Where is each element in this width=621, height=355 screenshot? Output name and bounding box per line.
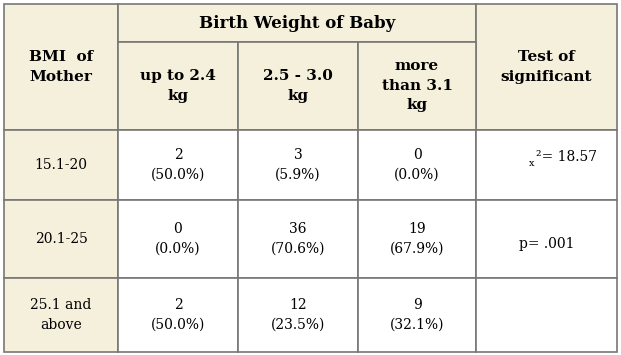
Bar <box>476 4 617 130</box>
Text: 9
(32.1%): 9 (32.1%) <box>390 298 444 332</box>
Text: up to 2.4
kg: up to 2.4 kg <box>140 69 216 103</box>
Bar <box>358 42 476 130</box>
Text: 12
(23.5%): 12 (23.5%) <box>271 298 325 332</box>
Bar <box>476 200 617 278</box>
Bar <box>118 4 476 42</box>
Text: Test of
significant: Test of significant <box>501 50 592 84</box>
Text: 25.1 and
above: 25.1 and above <box>30 298 92 332</box>
Text: 36
(70.6%): 36 (70.6%) <box>271 222 325 256</box>
Bar <box>238 130 358 200</box>
Text: BMI  of
Mother: BMI of Mother <box>29 50 93 84</box>
Text: more
than 3.1
kg: more than 3.1 kg <box>381 60 453 113</box>
Text: 15.1-20: 15.1-20 <box>35 158 88 172</box>
Bar <box>358 130 476 200</box>
Text: ²= 18.57: ²= 18.57 <box>537 150 597 164</box>
Text: 20.1-25: 20.1-25 <box>35 232 88 246</box>
Bar <box>358 278 476 352</box>
Bar <box>4 278 118 352</box>
Bar <box>118 278 238 352</box>
Bar <box>118 42 238 130</box>
Bar <box>238 200 358 278</box>
Bar <box>4 4 118 130</box>
Bar <box>238 42 358 130</box>
Bar <box>118 130 238 200</box>
Text: 2
(50.0%): 2 (50.0%) <box>151 298 205 332</box>
Bar <box>358 200 476 278</box>
Text: 0
(0.0%): 0 (0.0%) <box>155 222 201 256</box>
Bar <box>118 200 238 278</box>
Text: x: x <box>528 159 534 169</box>
Text: 3
(5.9%): 3 (5.9%) <box>275 148 321 182</box>
Bar <box>476 278 617 352</box>
Text: 2.5 - 3.0
kg: 2.5 - 3.0 kg <box>263 69 333 103</box>
Text: 2
(50.0%): 2 (50.0%) <box>151 148 205 182</box>
Bar <box>4 130 118 200</box>
Text: 0
(0.0%): 0 (0.0%) <box>394 148 440 182</box>
Bar <box>238 278 358 352</box>
Text: 19
(67.9%): 19 (67.9%) <box>390 222 444 256</box>
Text: p= .001: p= .001 <box>519 237 574 251</box>
Bar <box>4 200 118 278</box>
Text: Birth Weight of Baby: Birth Weight of Baby <box>199 15 395 32</box>
Bar <box>476 130 617 200</box>
